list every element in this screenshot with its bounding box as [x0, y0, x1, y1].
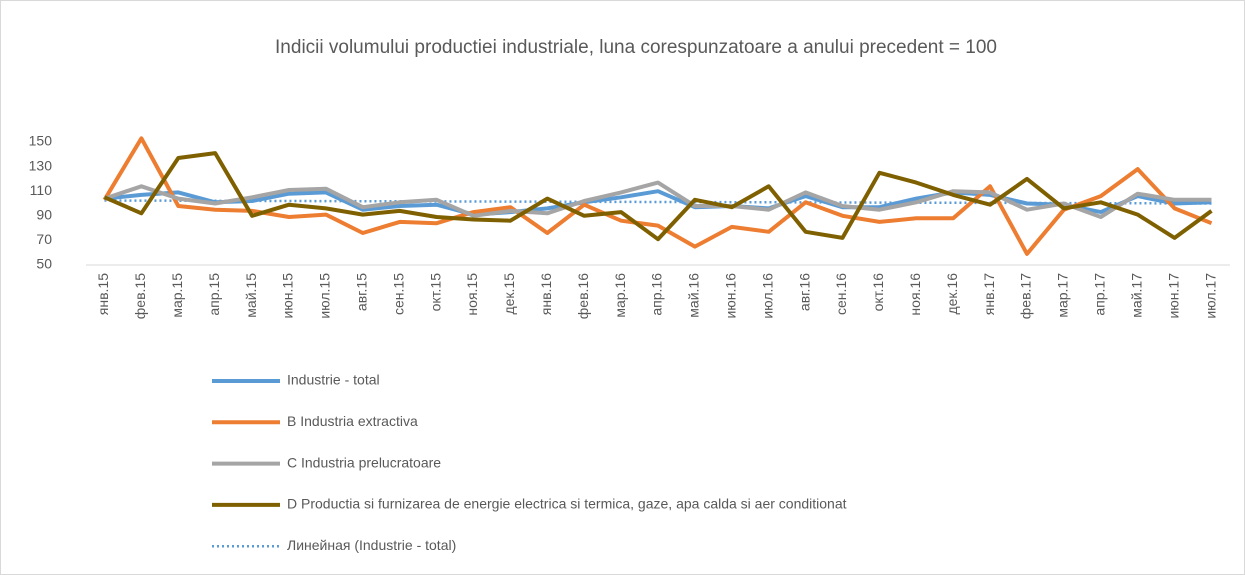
y-tick-label: 150: [29, 133, 53, 149]
x-tick-label: мар.15: [169, 273, 185, 318]
x-tick-label: фев.17: [1018, 273, 1034, 319]
y-tick-label: 90: [36, 207, 52, 223]
x-tick-label: июн.16: [723, 273, 739, 319]
x-tick-label: янв.17: [981, 273, 997, 315]
x-tick-label: фев.15: [132, 273, 148, 319]
x-tick-label: май.15: [243, 273, 259, 318]
x-tick-label: сен.16: [833, 273, 849, 315]
x-tick-label: май.17: [1128, 273, 1144, 318]
x-tick-label: апр.17: [1092, 273, 1108, 316]
y-tick-label: 50: [36, 256, 52, 272]
x-tick-label: июл.16: [759, 273, 775, 319]
x-tick-label: фев.16: [575, 273, 591, 319]
x-tick-label: авг.15: [353, 273, 369, 311]
x-tick-label: окт.15: [427, 273, 443, 312]
x-tick-label: июн.15: [280, 273, 296, 319]
series-line: [102, 136, 1213, 256]
x-tick-label: ноя.15: [464, 273, 480, 316]
x-tick-label: янв.15: [95, 273, 111, 315]
x-tick-label: авг.16: [796, 273, 812, 311]
x-tick-label: апр.15: [206, 273, 222, 316]
x-tick-label: июл.17: [1202, 273, 1218, 319]
x-tick-label: мар.16: [612, 273, 628, 318]
x-tick-label: июл.15: [317, 273, 333, 319]
x-tick-label: сен.15: [390, 273, 406, 315]
x-tick-label: дек.15: [501, 273, 517, 315]
x-tick-label: дек.16: [944, 273, 960, 315]
legend-label: C Industria prelucratoare: [287, 454, 441, 470]
legend-label: B Industria extractiva: [287, 413, 418, 429]
series-line: [103, 180, 1212, 219]
y-tick-label: 70: [36, 231, 52, 247]
x-tick-label: май.16: [686, 273, 702, 318]
legend-label: Линейная (Industrie - total): [287, 537, 456, 553]
x-tick-label: ноя.16: [907, 273, 923, 316]
chart-title: Indicii volumului productiei industriale…: [275, 37, 997, 58]
x-tick-label: апр.16: [649, 273, 665, 316]
y-tick-label: 110: [30, 182, 53, 198]
x-tick-label: окт.16: [870, 273, 886, 312]
x-tick-label: янв.16: [538, 273, 554, 315]
legend-label: D Productia si furnizarea de energie ele…: [287, 496, 847, 512]
series-line: [103, 151, 1213, 242]
x-tick-label: мар.17: [1055, 273, 1071, 318]
legend-label: Industrie - total: [287, 372, 380, 388]
y-tick-label: 130: [29, 157, 53, 173]
x-tick-label: июн.17: [1165, 273, 1181, 319]
series-line: [104, 189, 1212, 217]
